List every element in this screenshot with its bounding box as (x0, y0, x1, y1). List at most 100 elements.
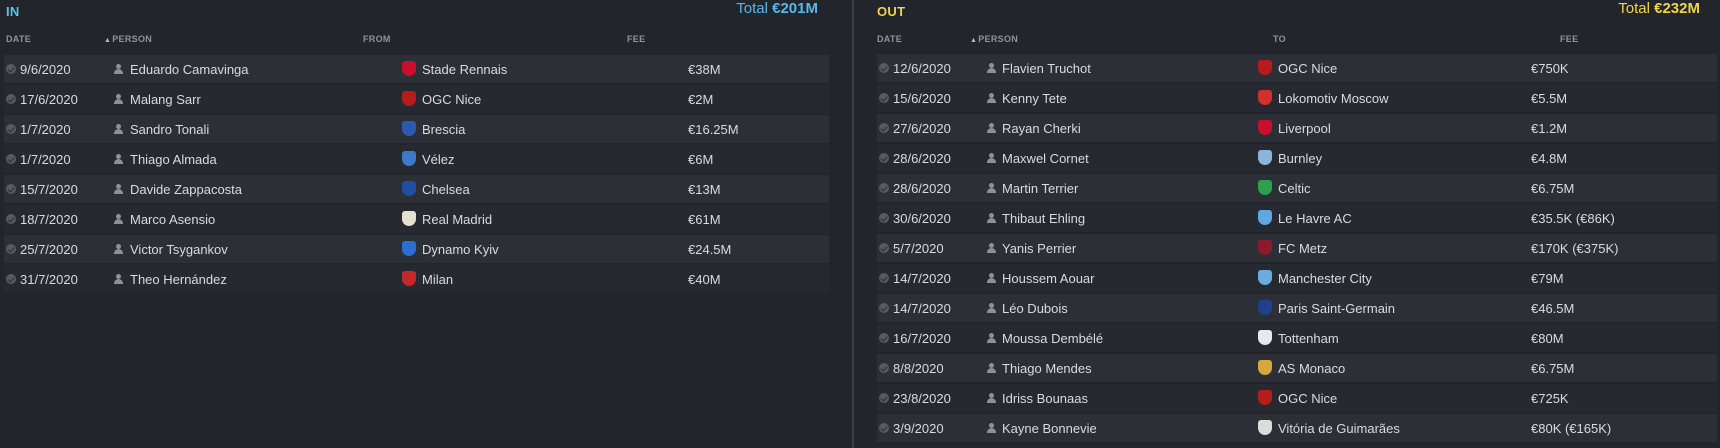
club-name-link[interactable]: Burnley (1278, 151, 1323, 166)
table-row[interactable]: 15/6/2020 Kenny Tete Lokomotiv Moscow €5.5M (877, 84, 1717, 114)
club-name-link[interactable]: Paris Saint-Germain (1278, 301, 1396, 316)
club-name-link[interactable]: OGC Nice (1278, 61, 1338, 76)
player-name-link[interactable]: Eduardo Camavinga (130, 62, 249, 77)
header-person[interactable]: ▲PERSON (104, 34, 152, 44)
transfer-fee: €80K (€165K) (1531, 421, 1612, 436)
player-name-link[interactable]: Rayan Cherki (1002, 121, 1081, 136)
club-crest-icon (402, 91, 416, 106)
header-to[interactable]: TO (1273, 34, 1286, 44)
transfer-date: 14/7/2020 (893, 271, 951, 286)
club-name-link[interactable]: Milan (422, 272, 454, 287)
table-row[interactable]: 28/6/2020 Maxwel Cornet Burnley €4.8M (877, 144, 1717, 174)
table-row[interactable]: 14/7/2020 Léo Dubois Paris Saint-Germain €4… (877, 294, 1717, 324)
player-name-link[interactable]: Léo Dubois (1002, 301, 1068, 316)
player-name-link[interactable]: Sandro Tonali (130, 122, 210, 137)
transfer-fee: €5.5M (1531, 91, 1568, 106)
transfer-date: 15/7/2020 (20, 182, 78, 197)
club-name-link[interactable]: Stade Rennais (422, 62, 508, 77)
transfer-date: 31/7/2020 (20, 272, 78, 287)
player-name-link[interactable]: Victor Tsygankov (130, 242, 228, 257)
player-name-link[interactable]: Thiago Mendes (1002, 361, 1092, 376)
table-row[interactable]: 8/8/2020 Thiago Mendes AS Monaco €6.75M (877, 354, 1717, 384)
table-row[interactable]: 14/7/2020 Houssem Aouar Manchester City €79… (877, 264, 1717, 294)
checkmark-icon (879, 393, 889, 403)
player-name-link[interactable]: Thibaut Ehling (1002, 211, 1086, 226)
person-icon (987, 333, 996, 343)
club-name-link[interactable]: Tottenham (1278, 331, 1339, 346)
table-row[interactable]: 15/7/2020 Davide Zappacosta Chelsea €13M (4, 175, 829, 205)
transfer-fee: €4.8M (1531, 151, 1568, 166)
table-row[interactable]: 23/8/2020 Idriss Bounaas OGC Nice €725K (877, 384, 1717, 414)
club-name-link[interactable]: Liverpool (1278, 121, 1331, 136)
player-name-link[interactable]: Houssem Aouar (1002, 271, 1095, 286)
club-name-link[interactable]: Real Madrid (422, 212, 493, 227)
player-name-link[interactable]: Marco Asensio (130, 212, 216, 227)
club-name-link[interactable]: Vélez (422, 152, 455, 167)
table-row[interactable]: 9/6/2020 Eduardo Camavinga Stade Rennais €3… (4, 55, 829, 85)
transfer-fee: €6.75M (1531, 181, 1575, 196)
table-row[interactable]: 25/7/2020 Victor Tsygankov Dynamo Kyiv €24.… (4, 235, 829, 265)
club-name-link[interactable]: Le Havre AC (1278, 211, 1352, 226)
header-from[interactable]: FROM (363, 34, 391, 44)
club-name-link[interactable]: OGC Nice (422, 92, 482, 107)
player-name-link[interactable]: Theo Hernández (130, 272, 227, 287)
table-row[interactable]: 1/7/2020 Thiago Almada Vélez €6M (4, 145, 829, 175)
transfer-fee: €79M (1531, 271, 1564, 286)
header-date[interactable]: DATE (877, 34, 903, 44)
player-name-link[interactable]: Flavien Truchot (1002, 61, 1091, 76)
person-icon (987, 363, 996, 373)
table-row[interactable]: 17/6/2020 Malang Sarr OGC Nice €2M (4, 85, 829, 115)
club-crest-icon (1258, 120, 1272, 135)
club-crest-icon (1258, 180, 1272, 195)
table-header-in: DATE ▲PERSON FROM FEE (4, 34, 829, 48)
player-name-link[interactable]: Kayne Bonnevie (1002, 421, 1097, 436)
club-name-link[interactable]: Lokomotiv Moscow (1278, 91, 1389, 106)
checkmark-icon (6, 64, 16, 74)
transfer-fee: €170K (€375K) (1531, 241, 1619, 256)
panel-title-out: OUT (877, 4, 906, 19)
club-name-link[interactable]: Celtic (1278, 181, 1311, 196)
club-name-link[interactable]: Chelsea (422, 182, 470, 197)
player-name-link[interactable]: Martin Terrier (1002, 181, 1079, 196)
table-row[interactable]: 30/6/2020 Thibaut Ehling Le Havre AC €35.5K… (877, 204, 1717, 234)
club-name-link[interactable]: Vitória de Guimarães (1278, 421, 1400, 436)
transfer-fee: €46.5M (1531, 301, 1575, 316)
club-name-link[interactable]: Dynamo Kyiv (422, 242, 499, 257)
table-row[interactable]: 31/7/2020 Theo Hernández Milan €40M (4, 265, 829, 295)
transfer-fee: €725K (1531, 391, 1569, 406)
club-name-link[interactable]: Brescia (422, 122, 466, 137)
player-name-link[interactable]: Moussa Dembélé (1002, 331, 1104, 346)
transfer-fee: €40M (688, 272, 721, 287)
header-fee[interactable]: FEE (627, 34, 646, 44)
header-fee[interactable]: FEE (1560, 34, 1579, 44)
club-name-link[interactable]: OGC Nice (1278, 391, 1338, 406)
club-name-link[interactable]: AS Monaco (1278, 361, 1346, 376)
table-row[interactable]: 3/9/2020 Kayne Bonnevie Vitória de Guimarã… (877, 414, 1717, 444)
table-row[interactable]: 18/7/2020 Marco Asensio Real Madrid €61M (4, 205, 829, 235)
table-row[interactable]: 16/7/2020 Moussa Dembélé Tottenham €80M (877, 324, 1717, 354)
player-name-link[interactable]: Davide Zappacosta (130, 182, 243, 197)
header-person[interactable]: ▲PERSON (970, 34, 1018, 44)
player-name-link[interactable]: Thiago Almada (130, 152, 217, 167)
header-date[interactable]: DATE (6, 34, 32, 44)
club-name-link[interactable]: Manchester City (1278, 271, 1372, 286)
person-icon (987, 183, 996, 193)
player-name-link[interactable]: Maxwel Cornet (1002, 151, 1089, 166)
checkmark-icon (879, 243, 889, 253)
checkmark-icon (879, 63, 889, 73)
table-row[interactable]: 27/6/2020 Rayan Cherki Liverpool €1.2M (877, 114, 1717, 144)
club-name-link[interactable]: FC Metz (1278, 241, 1328, 256)
table-row[interactable]: 12/6/2020 Flavien Truchot OGC Nice €750K (877, 54, 1717, 84)
transfer-date: 3/9/2020 (893, 421, 944, 436)
club-crest-icon (1258, 360, 1272, 375)
player-name-link[interactable]: Yanis Perrier (1002, 241, 1077, 256)
table-row[interactable]: 1/7/2020 Sandro Tonali Brescia €16.25M (4, 115, 829, 145)
player-name-link[interactable]: Idriss Bounaas (1002, 391, 1088, 406)
table-row[interactable]: 28/6/2020 Martin Terrier Celtic €6.75M (877, 174, 1717, 204)
player-name-link[interactable]: Kenny Tete (1002, 91, 1067, 106)
table-row[interactable]: 5/7/2020 Yanis Perrier FC Metz €170K (€375K… (877, 234, 1717, 264)
checkmark-icon (6, 124, 16, 134)
checkmark-icon (879, 303, 889, 313)
player-name-link[interactable]: Malang Sarr (130, 92, 201, 107)
transfer-date: 1/7/2020 (20, 122, 71, 137)
